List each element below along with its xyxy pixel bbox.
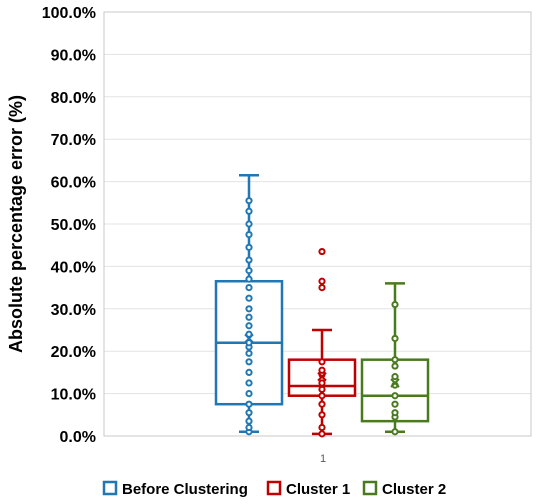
data-point [318,385,326,393]
legend-swatch [102,480,118,496]
y-tick-label: 40.0% [51,259,96,276]
data-point [245,379,253,387]
data-point [318,411,326,419]
y-tick-label: 30.0% [51,302,96,319]
data-point [391,362,399,370]
data-point [245,284,253,292]
data-point [245,417,253,425]
data-point [391,334,399,343]
series-boxes [214,173,430,438]
y-axis-tick-labels: 0.0% 10.0% 20.0% 30.0% 40.0% 50.0% 60.0% 70.0% 8… [42,5,96,446]
mean-marker [244,333,254,344]
data-point [318,358,326,366]
data-point [245,339,253,347]
y-tick-label: 90.0% [51,47,96,64]
y-tick-label: 80.0% [51,90,96,107]
data-point [391,392,399,400]
data-point [245,423,253,432]
y-tick-label: 20.0% [51,344,96,361]
data-point [245,322,253,330]
data-point [245,243,253,251]
data-point [245,207,253,215]
plot-area-frame [103,11,532,437]
data-point [318,392,326,400]
data-point [245,231,253,239]
data-point [391,373,399,381]
data-point [318,430,326,438]
data-point [245,368,253,376]
data-point [318,284,326,292]
gridlines [104,53,531,395]
y-tick-label: 100.0% [42,5,96,22]
mean-marker [390,378,400,388]
data-point [245,294,253,302]
data-point [318,247,326,256]
y-tick-label: 60.0% [51,175,96,192]
data-point [391,356,399,364]
y-tick-label: 0.0% [60,429,96,446]
data-point [391,428,399,436]
data-point [318,423,326,432]
legend-label: Before Clustering [122,481,248,498]
data-point [245,256,253,264]
data-point [391,300,399,309]
data-point [245,220,253,228]
box-3 [360,282,430,436]
data-point [245,390,253,398]
data-point [318,366,326,374]
y-tick-label: 70.0% [51,132,96,149]
data-point [391,409,399,417]
data-point [245,275,253,283]
data-point [245,349,253,357]
data-point [245,267,253,275]
data-point [391,400,399,408]
data-point [318,400,326,408]
box-1 [214,173,284,436]
data-point [245,330,253,338]
data-point [245,197,253,205]
data-point [245,313,253,321]
data-point [245,358,253,366]
data-point [245,409,253,417]
y-axis-label: Absolute percentage error (%) [6,95,26,353]
box-2 [287,247,357,438]
legend-swatch [266,480,282,496]
legend-label: Cluster 1 [286,481,350,498]
data-point [245,400,253,408]
y-tick-label: 50.0% [51,217,96,234]
mean-marker [317,371,327,382]
legend-swatch [362,480,378,496]
y-tick-label: 10.0% [51,387,96,404]
x-axis-tick-label: 1 [320,453,326,465]
legend: Before Clustering Cluster 1 Cluster 2 [102,480,446,498]
data-point [245,305,253,313]
data-point [318,379,326,387]
data-point [318,277,326,285]
legend-label: Cluster 2 [382,481,446,498]
